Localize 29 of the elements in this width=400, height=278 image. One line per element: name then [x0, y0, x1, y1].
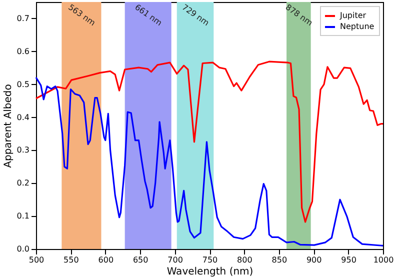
y-axis-title: Apparent Albedo: [2, 84, 14, 168]
x-tick-label: 850: [272, 256, 288, 264]
x-tick-label: 1000: [373, 256, 394, 264]
x-tick-label: 700: [168, 256, 183, 264]
y-tick-label: 0.3: [16, 146, 30, 155]
x-tick-label: 750: [202, 256, 218, 264]
y-tick-label: 0.4: [16, 112, 30, 122]
legend-label: Neptune: [340, 22, 374, 31]
y-tick-label: 0.7: [16, 14, 30, 23]
band-label: 729 nm: [180, 2, 211, 28]
band-label: 563 nm: [66, 2, 98, 28]
band-label: 878 nm: [284, 2, 314, 28]
x-tick-label: 600: [98, 256, 114, 264]
x-tick-label: 650: [132, 256, 148, 264]
x-axis-title: Wavelength (nm): [166, 266, 254, 278]
x-tick-label: 900: [306, 256, 322, 264]
y-tick-label: 0.1: [16, 212, 30, 221]
line-series: [35, 60, 384, 223]
x-tick-label: 550: [64, 256, 79, 264]
x-tick-label: 800: [237, 256, 252, 264]
band-label: 661 nm: [133, 2, 164, 28]
x-tick-label: 950: [341, 256, 356, 264]
y-tick-label: 0.5: [16, 80, 30, 89]
y-tick-label: 0.2: [16, 178, 30, 188]
y-tick-label: 0.6: [16, 46, 30, 56]
x-tick-label: 500: [28, 256, 44, 264]
line-series: [35, 76, 384, 247]
legend-label: Jupiter: [339, 11, 367, 20]
y-tick-label: 0.0: [16, 244, 30, 254]
